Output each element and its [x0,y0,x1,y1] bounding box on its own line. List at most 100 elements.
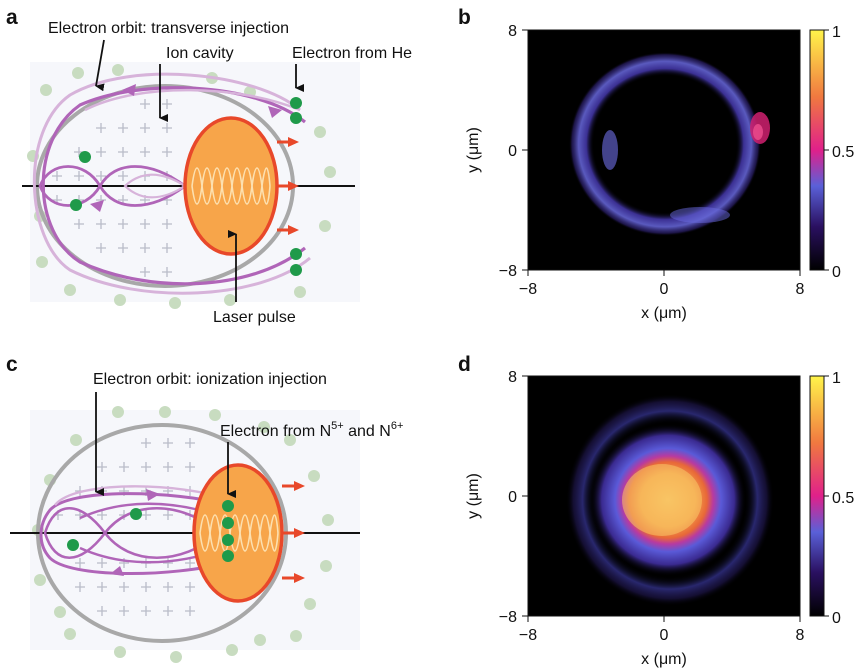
label-electron-from-n: Electron from N5+ and N6+ [220,420,403,440]
colorbar-d: 1 0.5 0 [809,370,854,627]
electrons-a [70,97,302,276]
label-orbit-transverse: Electron orbit: transverse injection [48,20,289,37]
x-axis-label-d: x (μm) [641,651,687,668]
colorbar-b: 1 0.5 0 [809,24,854,281]
x-tick-b-min: −8 [519,281,537,298]
electrons-c [67,500,234,562]
ion-plus-mark [118,219,128,229]
ion-plus-mark [118,123,128,133]
y-tick-d-max: 8 [508,369,517,386]
panel-a: a [6,6,412,326]
ion-plus-mark [163,558,173,568]
heatmap-d-image [566,394,774,606]
ion-plus-mark [96,243,106,253]
ion-plus-mark [141,582,151,592]
ion-plus-mark [96,171,106,181]
pointer-orbit-a [95,39,105,92]
x-tick-d-min: −8 [519,627,537,644]
heatmap-b-axes: −8 0 8 x (μm) 8 0 −8 y (μm) [465,23,805,322]
colorbar-b-tick-mid: 0.5 [832,144,854,161]
x-tick-b-max: 8 [796,281,805,298]
ion-plus-mark [118,147,128,157]
panel-letter-a: a [6,6,18,29]
ion-plus-mark [163,582,173,592]
y-tick-b-mid: 0 [508,143,517,160]
ion-plus-mark [140,243,150,253]
x-tick-d-mid: 0 [660,627,669,644]
ion-plus-mark [141,606,151,616]
ion-plus-mark [140,147,150,157]
ion-plus-mark [162,147,172,157]
label-orbit-ionization: Electron orbit: ionization injection [93,371,327,388]
panel-letter-c: c [6,353,18,376]
ion-plus-mark [162,243,172,253]
ion-plus-mark [97,510,107,520]
panel-letter-b: b [458,6,471,29]
y-tick-b-min: −8 [499,263,517,280]
heatmap-b-image [569,52,770,236]
colorbar-b-tick-max: 1 [832,24,841,41]
ion-plus-mark [163,510,173,520]
ion-plus-mark [97,582,107,592]
ion-plus-mark [119,606,129,616]
ion-plus-mark [163,462,173,472]
ion-plus-mark [118,243,128,253]
laser-pulse-a [183,116,299,256]
ion-plus-mark [75,558,85,568]
ion-plus-mark [97,462,107,472]
y-tick-d-mid: 0 [508,489,517,506]
orbit-arrowheads-a [90,84,282,212]
ion-plus-mark [74,219,84,229]
ion-plus-mark [185,558,195,568]
ion-plus-mark [140,123,150,133]
label-ion-cavity: Ion cavity [166,45,234,62]
y-axis-label-d: y (μm) [465,473,482,519]
ion-plus-mark [119,582,129,592]
y-tick-b-max: 8 [508,23,517,40]
y-tick-d-min: −8 [499,609,517,626]
ion-plus-mark [75,582,85,592]
ion-plus-mark [163,606,173,616]
ion-plus-mark [96,123,106,133]
laser-pulse-c [192,463,305,603]
panel-d: d −8 0 8 x (μm) 8 0 −8 y (μm) [458,353,854,668]
colorbar-d-tick-min: 0 [832,610,841,627]
ion-plus-mark [74,171,84,181]
panel-c: c [6,353,403,663]
ion-plus-mark [97,558,107,568]
ion-plus-mark [140,267,150,277]
ion-plus-mark [140,219,150,229]
ion-plus-mark [162,267,172,277]
colorbar-b-tick-min: 0 [832,264,841,281]
ion-plus-mark [163,438,173,448]
label-laser-pulse: Laser pulse [213,309,296,326]
heatmap-d-axes: −8 0 8 x (μm) 8 0 −8 y (μm) [465,369,805,668]
ion-plus-mark [96,147,106,157]
ion-plus-mark [118,171,128,181]
label-electron-from-he: Electron from He [292,45,412,62]
ion-plus-mark [140,99,150,109]
ion-plus-mark [162,99,172,109]
ion-plus-mark [185,462,195,472]
ion-plus-mark [185,582,195,592]
electron-orbits-a [32,72,311,295]
ion-plus-mark [97,606,107,616]
x-axis-label-b: x (μm) [641,305,687,322]
ion-plus-grid-a [52,99,172,277]
orbit-arrowheads-c [110,489,160,576]
x-tick-b-mid: 0 [660,281,669,298]
ion-plus-mark [119,462,129,472]
ion-plus-mark [162,219,172,229]
colorbar-d-tick-mid: 0.5 [832,490,854,507]
ion-plus-mark [141,462,151,472]
ion-plus-mark [141,510,151,520]
ion-plus-mark [185,606,195,616]
ion-plus-mark [185,438,195,448]
ion-plus-mark [162,123,172,133]
ion-plus-mark [141,438,151,448]
ion-plus-mark [52,171,62,181]
panel-b: b −8 0 8 x (μm) 8 0 −8 y (μm) [458,6,854,322]
colorbar-d-tick-max: 1 [832,370,841,387]
x-tick-d-max: 8 [796,627,805,644]
